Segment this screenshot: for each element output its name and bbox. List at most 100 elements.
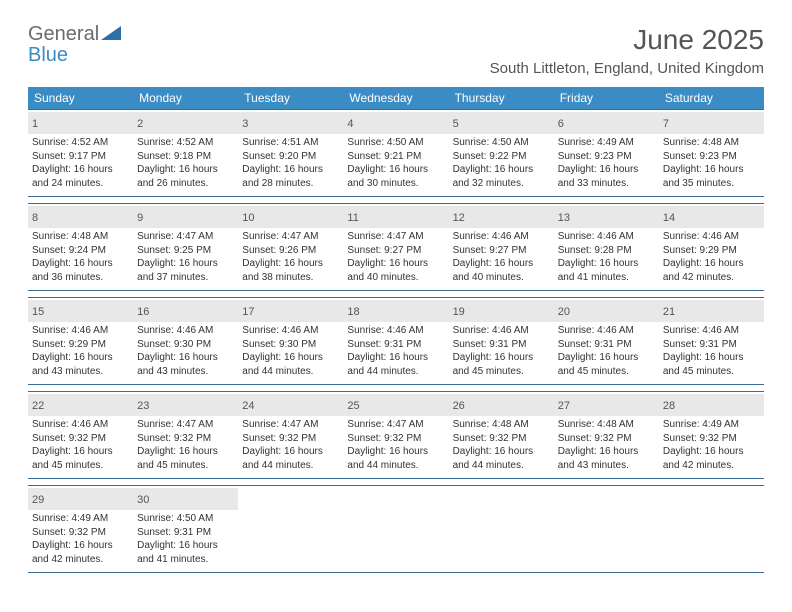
day-cell: 26Sunrise: 4:48 AMSunset: 9:32 PMDayligh…	[449, 392, 554, 478]
day-number-row: 27	[554, 394, 659, 416]
day-cell	[554, 486, 659, 572]
day-info-line: Sunset: 9:29 PM	[663, 244, 760, 258]
day-number-row: 17	[238, 300, 343, 322]
logo-triangle-icon	[101, 26, 121, 40]
week-row: 29Sunrise: 4:49 AMSunset: 9:32 PMDayligh…	[28, 485, 764, 573]
day-number-row: 11	[343, 206, 448, 228]
day-info-line: Sunset: 9:27 PM	[347, 244, 444, 258]
day-number: 23	[137, 400, 149, 412]
day-info-line: Daylight: 16 hours	[242, 163, 339, 177]
day-info-line: and 37 minutes.	[137, 271, 234, 285]
day-info-line: and 45 minutes.	[137, 459, 234, 473]
day-info-line: Daylight: 16 hours	[242, 351, 339, 365]
day-info-line: Sunrise: 4:46 AM	[347, 324, 444, 338]
day-number-row: 28	[659, 394, 764, 416]
day-info-line: and 42 minutes.	[32, 553, 129, 567]
day-info-line: and 45 minutes.	[32, 459, 129, 473]
day-info-line: Sunrise: 4:48 AM	[453, 418, 550, 432]
day-number: 15	[32, 306, 44, 318]
day-number: 7	[663, 118, 669, 130]
day-info-line: and 44 minutes.	[453, 459, 550, 473]
day-number: 13	[558, 212, 570, 224]
day-number: 9	[137, 212, 143, 224]
day-info-line: Sunrise: 4:46 AM	[242, 324, 339, 338]
day-info-line: Sunrise: 4:48 AM	[32, 230, 129, 244]
day-info-line: Daylight: 16 hours	[242, 257, 339, 271]
day-number: 1	[32, 118, 38, 130]
day-number: 6	[558, 118, 564, 130]
weekday-header-row: Sunday Monday Tuesday Wednesday Thursday…	[28, 87, 764, 109]
day-cell: 13Sunrise: 4:46 AMSunset: 9:28 PMDayligh…	[554, 204, 659, 290]
day-number: 10	[242, 212, 254, 224]
day-number-row: 1	[28, 112, 133, 134]
day-info-line: Daylight: 16 hours	[558, 445, 655, 459]
week-row: 1Sunrise: 4:52 AMSunset: 9:17 PMDaylight…	[28, 109, 764, 197]
day-info-line: and 36 minutes.	[32, 271, 129, 285]
month-title: June 2025	[490, 24, 764, 56]
day-number-row: 16	[133, 300, 238, 322]
day-info-line: and 42 minutes.	[663, 459, 760, 473]
day-info-line: Daylight: 16 hours	[32, 163, 129, 177]
day-info-line: and 41 minutes.	[558, 271, 655, 285]
day-cell: 16Sunrise: 4:46 AMSunset: 9:30 PMDayligh…	[133, 298, 238, 384]
day-cell: 11Sunrise: 4:47 AMSunset: 9:27 PMDayligh…	[343, 204, 448, 290]
day-info-line: Daylight: 16 hours	[137, 445, 234, 459]
day-info-line: Sunrise: 4:50 AM	[347, 136, 444, 150]
day-cell: 21Sunrise: 4:46 AMSunset: 9:31 PMDayligh…	[659, 298, 764, 384]
day-info-line: Sunrise: 4:46 AM	[663, 324, 760, 338]
week-row: 22Sunrise: 4:46 AMSunset: 9:32 PMDayligh…	[28, 391, 764, 479]
day-cell: 15Sunrise: 4:46 AMSunset: 9:29 PMDayligh…	[28, 298, 133, 384]
day-info-line: Daylight: 16 hours	[558, 257, 655, 271]
day-info-line: Sunset: 9:32 PM	[32, 526, 129, 540]
day-info-line: Daylight: 16 hours	[137, 257, 234, 271]
day-info-line: and 44 minutes.	[347, 459, 444, 473]
day-info-line: Sunrise: 4:47 AM	[137, 230, 234, 244]
day-info-line: Sunset: 9:31 PM	[137, 526, 234, 540]
day-info-line: and 24 minutes.	[32, 177, 129, 191]
day-number: 19	[453, 306, 465, 318]
weekday-header: Wednesday	[343, 87, 448, 109]
day-info-line: Daylight: 16 hours	[558, 163, 655, 177]
day-info-line: Daylight: 16 hours	[453, 257, 550, 271]
day-number: 3	[242, 118, 248, 130]
day-info-line: Daylight: 16 hours	[347, 163, 444, 177]
day-number-row: 6	[554, 112, 659, 134]
weekday-header: Tuesday	[238, 87, 343, 109]
day-info-line: and 43 minutes.	[558, 459, 655, 473]
day-cell: 24Sunrise: 4:47 AMSunset: 9:32 PMDayligh…	[238, 392, 343, 478]
day-info-line: Sunset: 9:18 PM	[137, 150, 234, 164]
day-cell: 22Sunrise: 4:46 AMSunset: 9:32 PMDayligh…	[28, 392, 133, 478]
day-info-line: Sunset: 9:21 PM	[347, 150, 444, 164]
day-number-row: 9	[133, 206, 238, 228]
day-info-line: Sunrise: 4:46 AM	[137, 324, 234, 338]
day-cell: 4Sunrise: 4:50 AMSunset: 9:21 PMDaylight…	[343, 110, 448, 196]
day-cell	[659, 486, 764, 572]
day-info-line: and 45 minutes.	[558, 365, 655, 379]
day-info-line: Sunset: 9:31 PM	[558, 338, 655, 352]
day-info-line: Sunrise: 4:46 AM	[453, 324, 550, 338]
day-number: 12	[453, 212, 465, 224]
day-number: 2	[137, 118, 143, 130]
day-cell: 25Sunrise: 4:47 AMSunset: 9:32 PMDayligh…	[343, 392, 448, 478]
day-info-line: Sunrise: 4:49 AM	[558, 136, 655, 150]
day-info-line: Daylight: 16 hours	[663, 445, 760, 459]
day-cell: 27Sunrise: 4:48 AMSunset: 9:32 PMDayligh…	[554, 392, 659, 478]
day-info-line: Sunset: 9:31 PM	[347, 338, 444, 352]
day-info-line: Sunset: 9:32 PM	[32, 432, 129, 446]
day-info-line: Sunset: 9:32 PM	[137, 432, 234, 446]
day-info-line: Daylight: 16 hours	[137, 351, 234, 365]
day-info-line: and 44 minutes.	[242, 459, 339, 473]
day-info-line: Sunset: 9:24 PM	[32, 244, 129, 258]
day-cell: 17Sunrise: 4:46 AMSunset: 9:30 PMDayligh…	[238, 298, 343, 384]
day-info-line: and 43 minutes.	[137, 365, 234, 379]
header: General Blue June 2025 South Littleton, …	[28, 24, 764, 77]
day-cell	[343, 486, 448, 572]
day-info-line: Sunset: 9:25 PM	[137, 244, 234, 258]
day-number-row: 12	[449, 206, 554, 228]
day-info-line: Sunset: 9:26 PM	[242, 244, 339, 258]
day-info-line: Daylight: 16 hours	[137, 163, 234, 177]
day-number: 25	[347, 400, 359, 412]
day-info-line: Sunrise: 4:52 AM	[32, 136, 129, 150]
day-number-row: 14	[659, 206, 764, 228]
day-number-row: 18	[343, 300, 448, 322]
